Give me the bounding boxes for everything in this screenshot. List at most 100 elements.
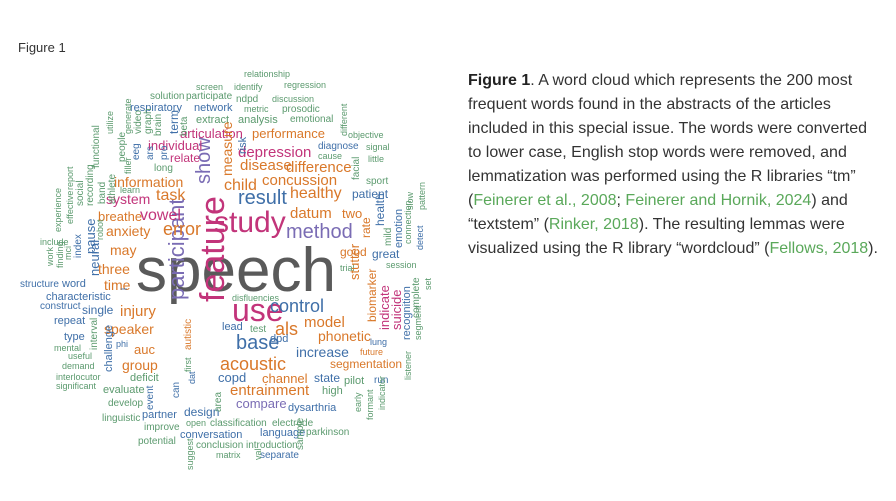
ref-link-feinerer-hornik-2024[interactable]: Feinerer and Hornik, 2024 [625, 192, 812, 209]
cloud-word: participate [186, 91, 233, 102]
cloud-word: detect [415, 225, 425, 250]
cloud-word: discussion [272, 94, 315, 104]
cloud-word: design [184, 405, 220, 419]
cloud-word: long [154, 163, 173, 174]
figure-label: Figure 1 [18, 40, 66, 55]
cloud-word: high [322, 385, 343, 397]
cloud-word: network [194, 102, 233, 114]
cloud-word: control [270, 296, 325, 316]
cloud-word: risk [237, 136, 249, 154]
cloud-word: error [163, 219, 202, 239]
cloud-word: beta [179, 116, 190, 136]
cloud-word: experience [53, 187, 63, 232]
cloud-word: athlete [107, 173, 118, 204]
cloud-word: characteristic [46, 291, 111, 303]
cloud-word: language [260, 427, 306, 439]
cloud-word: injury [120, 303, 156, 320]
cloud-word: different [339, 103, 349, 136]
cloud-word: group [122, 357, 158, 373]
cloud-word: feature [194, 196, 232, 302]
cloud-word: area [213, 391, 224, 412]
cloud-word: vowel [140, 207, 181, 224]
ref-link-fellows-2018[interactable]: Fellows, 2018 [769, 240, 869, 257]
cloud-word: partner [142, 409, 177, 421]
caption-text-5: ). [868, 240, 878, 257]
caption-figure-label: Figure 1 [468, 72, 531, 89]
cloud-word: metric [244, 104, 269, 114]
caption-text-4: ). The resulting lemmas were visualized … [468, 216, 845, 257]
cloud-word: healthy [290, 185, 342, 202]
cloud-word: develop [108, 398, 144, 409]
cloud-word: individual [148, 138, 203, 153]
cloud-word: autistic [183, 318, 194, 350]
cloud-word: set [423, 277, 433, 290]
cloud-word: indicator [377, 375, 387, 410]
cloud-word: can [171, 381, 182, 398]
cloud-word: datum [290, 205, 332, 222]
cloud-word: facial [351, 156, 362, 180]
cloud-word: parkinson [306, 427, 350, 438]
cloud-word: brain [153, 113, 164, 136]
cloud-word: deficit [130, 372, 159, 384]
cloud-word: measure [219, 121, 235, 176]
cloud-word: model [304, 314, 345, 331]
cloud-word: demand [62, 361, 95, 371]
ref-link-rinker-2018[interactable]: Rinker, 2018 [548, 216, 639, 233]
cloud-word: mci [63, 246, 73, 260]
cloud-word: segmentation [330, 357, 403, 371]
cloud-word: patient [352, 187, 389, 201]
cloud-word: run [374, 375, 389, 386]
cloud-word: classification [210, 418, 267, 429]
cloud-word: matrix [216, 450, 241, 460]
ref-link-feinerer-2008[interactable]: Feinerer et al., 2008 [473, 192, 617, 209]
cloud-word: conclusion [196, 440, 244, 451]
cloud-word: conversation [180, 429, 243, 441]
cloud-word: ars [145, 146, 156, 160]
cloud-word: structure [20, 279, 59, 290]
cloud-word: information [114, 174, 184, 190]
cloud-word: study [214, 206, 286, 239]
cloud-word: analysis [238, 114, 278, 126]
cloud-word: method [286, 221, 353, 243]
cloud-word: phonetic [318, 328, 371, 344]
cloud-word: child [224, 177, 257, 194]
cloud-word: health [373, 193, 387, 226]
cloud-word: dat [187, 371, 197, 384]
cloud-word: cause [318, 151, 343, 161]
cloud-word: good [340, 245, 367, 259]
cloud-word: slow [405, 191, 415, 210]
cloud-word: result [238, 187, 287, 209]
caption-text-2: ; [616, 192, 626, 209]
cloud-word: evaluate [103, 384, 145, 396]
cloud-word: compare [236, 396, 287, 411]
cloud-word: graph [143, 108, 154, 134]
cloud-word: speech [136, 236, 336, 305]
cloud-word: word [62, 278, 86, 290]
cloud-word: utilize [105, 110, 115, 134]
cloud-word: session [386, 260, 417, 270]
cloud-word: speaker [104, 321, 154, 337]
cloud-word: lung [370, 337, 388, 347]
cloud-word: relationship [244, 69, 291, 79]
cloud-word: sport [366, 176, 389, 187]
cloud-word: stutter [347, 243, 362, 280]
cloud-word: pattern [417, 181, 427, 210]
cloud-word: formant [365, 389, 375, 420]
cloud-word: report [65, 166, 75, 190]
cloud-word: significant [56, 381, 97, 391]
cloud-word: work [45, 246, 55, 266]
caption-text-3: ) and “textstem” ( [468, 192, 848, 233]
cloud-word: concussion [262, 172, 338, 189]
cloud-word: lead [222, 321, 243, 333]
cloud-word: prosodic [282, 104, 320, 115]
cloud-word: ndpd [236, 94, 259, 105]
cloud-word: future [360, 347, 384, 357]
cloud-word: open [186, 418, 207, 428]
cloud-word: extract [196, 114, 230, 126]
cloud-word: may [110, 242, 137, 258]
cloud-word: trial [340, 263, 355, 273]
cloud-word: increase [296, 344, 349, 360]
cloud-word: disease [240, 157, 292, 174]
cloud-word: dpd [270, 333, 289, 345]
cloud-word: separate [260, 450, 299, 461]
